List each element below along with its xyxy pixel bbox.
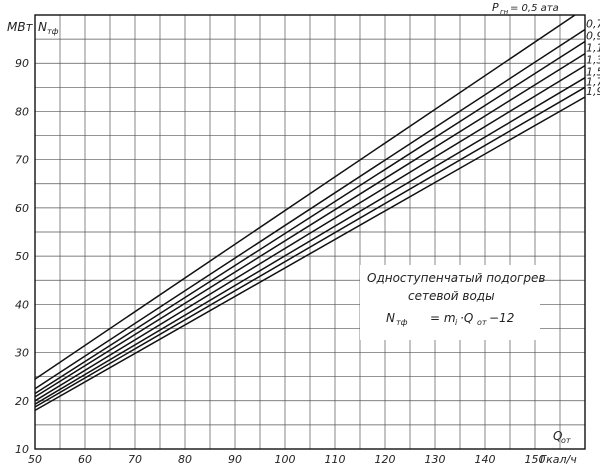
x-tick-label: 80 (178, 453, 192, 466)
annotation-line-1: Одноступенчатый подогрев (367, 271, 545, 285)
formula-rhs-sub: i (455, 318, 458, 327)
x-tick-label: 150 (525, 453, 546, 466)
formula-rhs: = m (430, 311, 456, 325)
y-tick-label: 80 (15, 105, 29, 118)
y-axis-label: N (38, 20, 47, 34)
x-tick-label: 100 (275, 453, 296, 466)
series-line (34, 40, 586, 395)
y-tick-label: 40 (15, 298, 29, 311)
series-line (34, 64, 586, 402)
series-label: 1,5 (586, 66, 600, 79)
y-tick-label: 10 (15, 443, 29, 456)
x-axis-unit: Гкал/ч (540, 453, 577, 466)
y-tick-label: 20 (15, 395, 29, 408)
x-tick-label: 90 (228, 453, 242, 466)
annotation-line-2: сетевой воды (408, 289, 495, 303)
series-label: 0,7 (586, 17, 600, 30)
parameter-symbol-sub: гн (500, 8, 509, 16)
parameter-symbol: P (492, 1, 499, 14)
series-label: 1,7 (586, 75, 600, 88)
y-tick-labels: 10 20 30 40 50 60 70 80 90 (15, 57, 29, 456)
x-tick-label: 120 (375, 453, 396, 466)
series-line (34, 96, 586, 412)
y-axis-unit: МВт (7, 20, 34, 34)
series-label: 1,9 (586, 85, 600, 98)
y-tick-label: 30 (15, 347, 29, 360)
formula-tail: ·Q (460, 311, 473, 325)
formula-lhs: N (386, 311, 395, 325)
formula-tail-sub: от (477, 318, 487, 327)
series-line (34, 86, 586, 408)
series-line (34, 14, 576, 380)
x-tick-label: 130 (425, 453, 446, 466)
series-group (34, 14, 586, 412)
series-line (34, 77, 586, 405)
series-line (34, 52, 586, 398)
x-tick-label: 110 (325, 453, 346, 466)
parameter-text: = 0,5 ата (510, 3, 559, 14)
series-label: 1,1 (586, 42, 600, 55)
y-tick-label: 90 (15, 57, 29, 70)
x-tick-label: 50 (28, 453, 42, 466)
y-tick-label: 70 (15, 154, 29, 167)
annotation-background (360, 265, 540, 340)
x-tick-label: 140 (475, 453, 496, 466)
x-tick-label: 70 (128, 453, 142, 466)
series-labels: 0,70,91,11,31,51,71,9 (586, 17, 600, 98)
formula-lhs-sub: тф (396, 318, 408, 327)
series-label: 0,9 (586, 30, 600, 43)
formula-end: −12 (489, 311, 514, 325)
series-label: 1,3 (586, 54, 600, 67)
y-axis-label-sub: тф (47, 27, 59, 36)
x-tick-labels: 50 60 70 80 90 100 110 120 130 140 150 (28, 453, 546, 466)
x-axis-label: Q (553, 429, 562, 443)
x-tick-label: 60 (78, 453, 92, 466)
grid (34, 14, 586, 450)
annotation: Одноступенчатый подогрев сетевой воды N … (360, 265, 545, 340)
y-tick-label: 50 (15, 250, 29, 263)
y-tick-label: 60 (15, 202, 29, 215)
plot-frame (34, 14, 586, 450)
x-axis-label-sub: от (561, 436, 571, 445)
series-line (34, 28, 586, 390)
